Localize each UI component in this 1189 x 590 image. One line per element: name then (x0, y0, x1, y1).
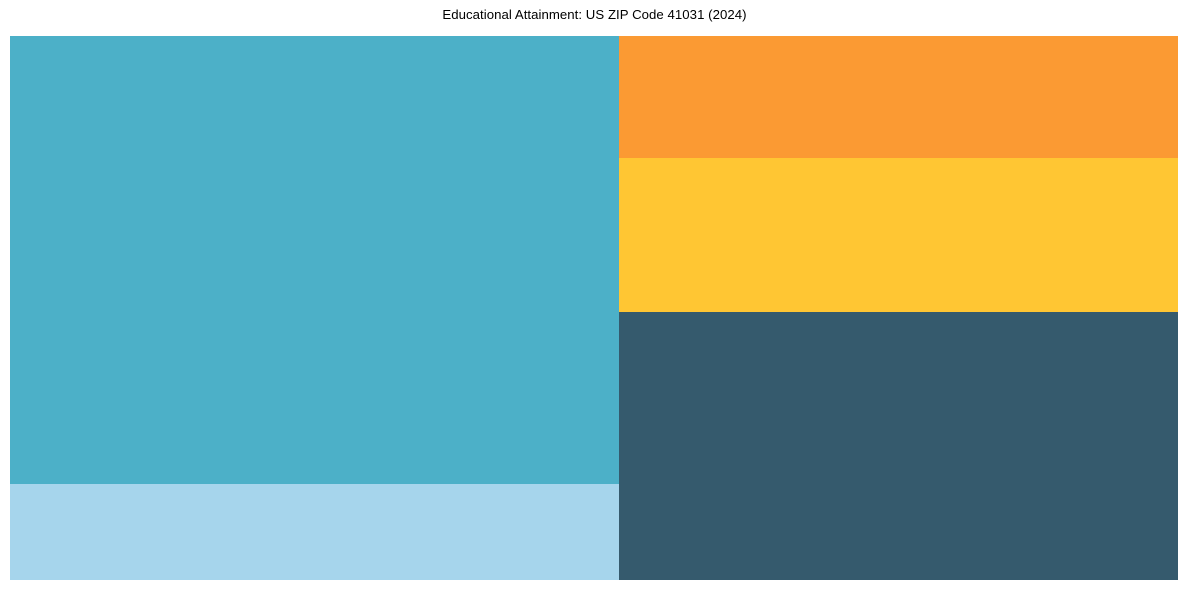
treemap-tile-high-school-graduate[interactable]: High school graduate (10, 36, 619, 484)
treemap-tile-bachelors-degree-or-higher[interactable]: Bachelor's degree or higher (618, 36, 1178, 159)
treemap-tile-some-college-no-degree[interactable]: Some college, no degree (618, 312, 1178, 580)
treemap-column-left: High school graduate Less than high scho… (10, 36, 619, 580)
treemap-tile-less-than-high-school[interactable]: Less than high school (10, 483, 619, 580)
treemap-tile-associate-degree[interactable]: Associate degree (618, 158, 1178, 313)
treemap-plot-area: High school graduate Less than high scho… (10, 36, 1178, 580)
chart-title: Educational Attainment: US ZIP Code 4103… (442, 7, 747, 22)
treemap-column-right: Bachelor's degree or higher Associate de… (618, 36, 1178, 580)
